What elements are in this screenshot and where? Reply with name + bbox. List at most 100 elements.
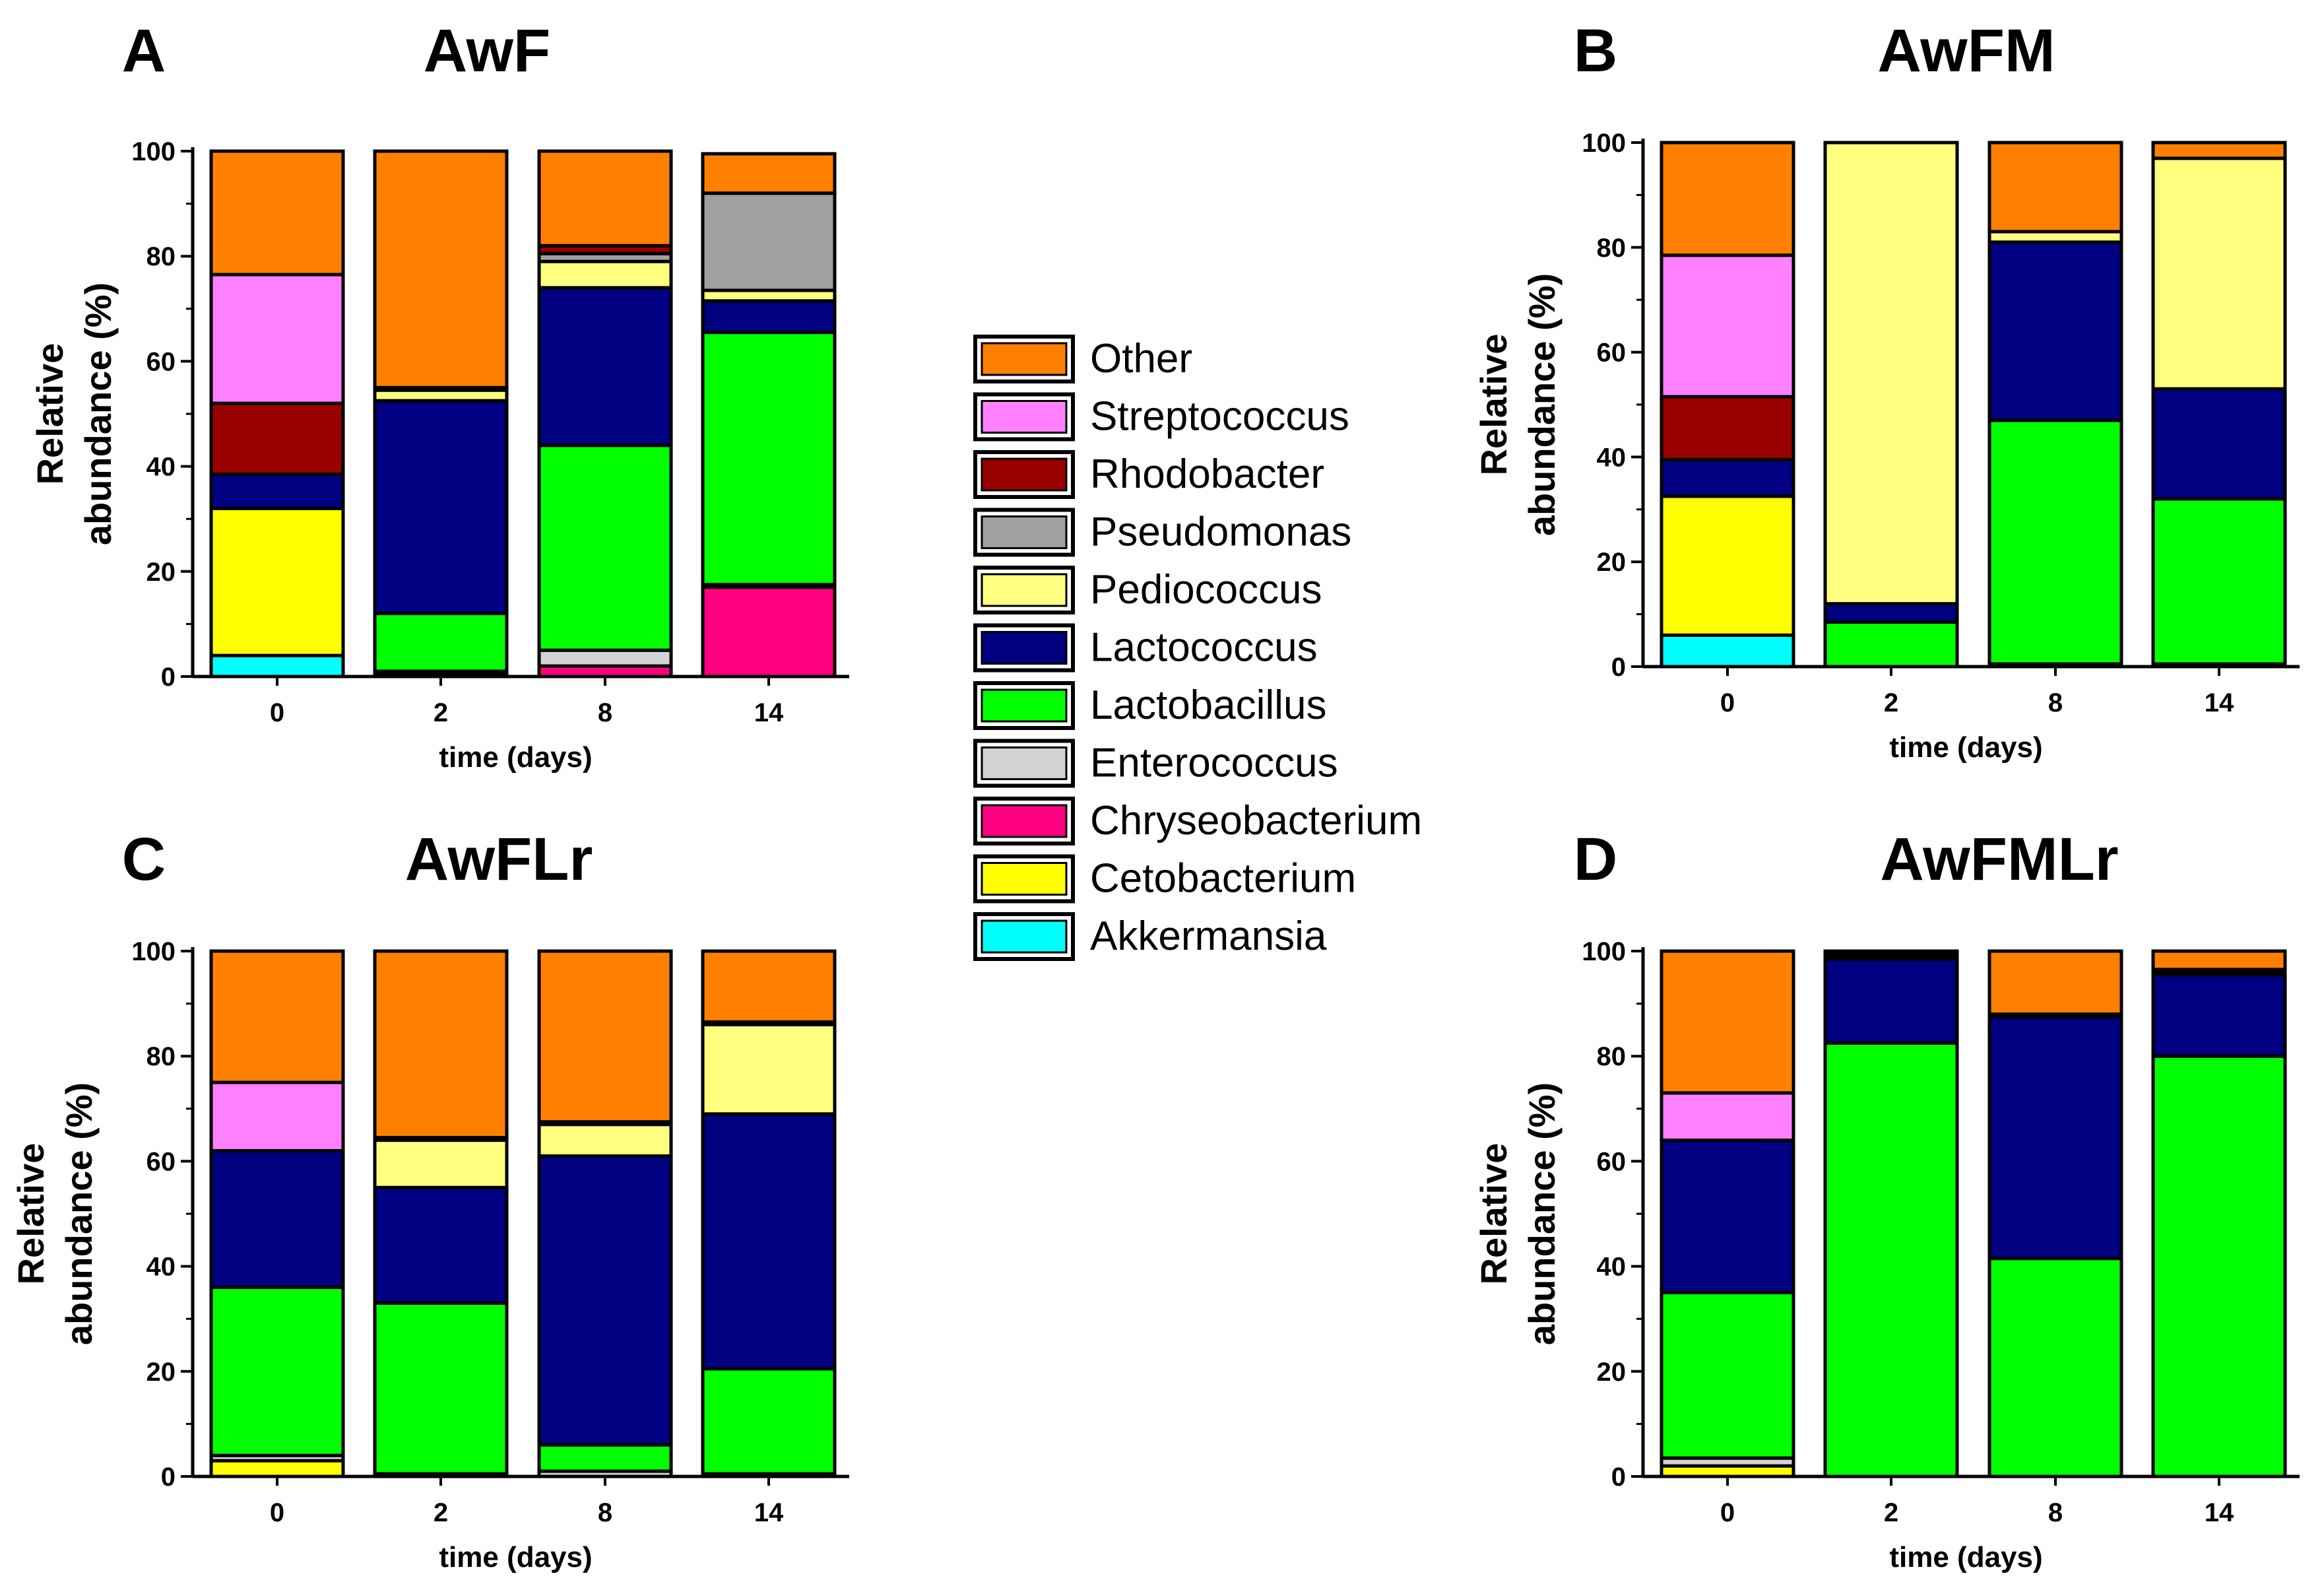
bar-segment-streptococcus-day-0 (1660, 253, 1795, 399)
panel-letter: A (122, 17, 166, 84)
legend-swatch (981, 457, 1068, 492)
x-axis-label: time (days) (439, 741, 592, 774)
legend-swatch (981, 342, 1068, 376)
bar-segment-lactococcus-day-0 (1660, 457, 1795, 498)
x-tick-label: 14 (2205, 1498, 2234, 1527)
legend-label: Pediococcus (1090, 567, 1322, 612)
y-tick-label: 0 (161, 663, 176, 692)
bar-segment-pediococcus-day-8 (537, 1123, 673, 1158)
y-tick-label: 100 (131, 137, 176, 166)
y-tick-label: 60 (1597, 339, 1627, 368)
bar-segment-lactococcus-day-8 (537, 1154, 673, 1447)
legend-item-cetobacterium: Cetobacterium (973, 854, 1356, 904)
y-tick-label: 40 (146, 453, 176, 482)
legend-item-akkermansia: Akkermansia (973, 912, 1327, 961)
legend-label: Lactococcus (1090, 625, 1318, 671)
x-tick-label: 0 (270, 698, 284, 727)
y-tick-label: 40 (1597, 443, 1627, 472)
y-axis-label-line1: Relative (29, 343, 71, 485)
x-axis-label: time (days) (1889, 731, 2042, 764)
legend-label: Pseudomonas (1090, 510, 1351, 555)
x-tick-label: 14 (754, 1498, 784, 1527)
y-tick-label: 40 (1597, 1253, 1627, 1282)
bar-segment-lactococcus-day-14 (2151, 387, 2287, 501)
x-tick-label: 0 (1720, 1498, 1735, 1527)
legend-label: Enterococcus (1090, 741, 1338, 786)
bar-segment-other-day-8 (1987, 949, 2123, 1016)
bar-segment-lactobacillus-day-8 (1987, 418, 2123, 666)
legend-label: Chryseobacterium (1090, 798, 1422, 844)
panel-letter: C (122, 826, 166, 893)
bar-segment-lactococcus-day-2 (373, 1185, 509, 1305)
y-axis-label-line2: abundance (%) (77, 282, 119, 545)
bar-segment-lactococcus-day-8 (1987, 1015, 2123, 1261)
bar-segment-other-day-14 (2151, 141, 2287, 160)
legend-label: Cetobacterium (1090, 856, 1356, 902)
bar-segment-lactococcus-day-8 (537, 286, 673, 447)
y-tick-label: 60 (146, 347, 176, 376)
y-tick-label: 80 (1597, 234, 1627, 263)
legend: Other Streptococcus Rhodobacter Pseudomonas… (973, 335, 1422, 961)
panel-letter: B (1574, 17, 1617, 84)
bar-segment-streptococcus-day-0 (209, 1080, 345, 1152)
bar-segment-lactococcus-day-14 (701, 1112, 837, 1371)
legend-item-other: Other (973, 335, 1192, 383)
bar-segment-lactobacillus-day-2 (373, 1301, 509, 1476)
bar-segment-pediococcus-day-14 (701, 1022, 837, 1116)
x-axis-label: time (days) (1889, 1541, 2042, 1573)
bar-segment-lactobacillus-day-14 (2151, 1054, 2287, 1478)
legend-label: Streptococcus (1090, 394, 1349, 440)
bar-segment-cetobacterium-day-0 (209, 1459, 345, 1478)
bar-segment-lactococcus-day-0 (1660, 1139, 1795, 1294)
x-tick-label: 8 (2048, 688, 2063, 717)
legend-swatch (981, 400, 1068, 434)
legend-item-rhodobacter: Rhodobacter (973, 450, 1324, 499)
y-axis-label-line1: Relative (1473, 1143, 1514, 1285)
y-tick-label: 80 (146, 1042, 176, 1071)
x-tick-label: 8 (2048, 1498, 2063, 1527)
y-tick-label: 100 (131, 937, 176, 966)
y-tick-label: 20 (1597, 548, 1627, 577)
bar-segment-streptococcus-day-0 (209, 273, 345, 405)
panel-letter: D (1574, 826, 1617, 893)
bar-segment-other-day-2 (373, 149, 509, 389)
legend-item-lactobacillus: Lactobacillus (973, 681, 1326, 730)
bar-segment-lactobacillus-day-8 (1987, 1257, 2123, 1478)
legend-label: Akkermansia (1090, 913, 1327, 959)
bar-segment-lactobacillus-day-0 (1660, 1290, 1795, 1460)
legend-swatch (981, 804, 1068, 838)
y-tick-label: 0 (161, 1463, 176, 1492)
bar-segment-lactococcus-day-2 (1823, 602, 1959, 624)
legend-label: Rhodobacter (1090, 451, 1324, 497)
bar-segment-pediococcus-day-2 (373, 1139, 509, 1189)
legend-item-chryseobacterium: Chryseobacterium (973, 797, 1422, 845)
bar-segment-lactobacillus-day-14 (2151, 497, 2287, 666)
chart-title: AwFMLr (1880, 826, 2118, 893)
x-tick-label: 0 (1720, 688, 1735, 717)
bar-segment-lactobacillus-day-8 (537, 1443, 673, 1473)
x-tick-label: 2 (434, 1498, 448, 1527)
bar-segment-lactobacillus-day-2 (1823, 1041, 1959, 1478)
chart-title: AwFM (1877, 17, 2055, 84)
bar-segment-other-day-2 (373, 949, 509, 1140)
bar-segment-lactobacillus-day-14 (701, 1367, 837, 1476)
bar-segment-pediococcus-day-14 (2151, 156, 2287, 391)
bar-segment-lactococcus-day-0 (209, 473, 345, 510)
legend-swatch (981, 688, 1068, 723)
legend-item-pediococcus: Pediococcus (973, 566, 1322, 614)
bar-segment-lactococcus-day-14 (701, 299, 837, 335)
chart-title: AwF (424, 17, 551, 84)
y-tick-label: 100 (1582, 129, 1626, 158)
bar-segment-other-day-14 (2151, 949, 2287, 972)
legend-item-enterococcus: Enterococcus (973, 739, 1338, 788)
y-tick-label: 20 (146, 558, 176, 587)
bar-segment-cetobacterium-day-0 (209, 506, 345, 657)
x-tick-label: 2 (434, 698, 448, 727)
x-tick-label: 8 (598, 698, 612, 727)
bar-segment-other-day-8 (537, 149, 673, 248)
legend-swatch (981, 919, 1068, 954)
bar-segment-chryseobacterium-day-14 (701, 585, 837, 678)
